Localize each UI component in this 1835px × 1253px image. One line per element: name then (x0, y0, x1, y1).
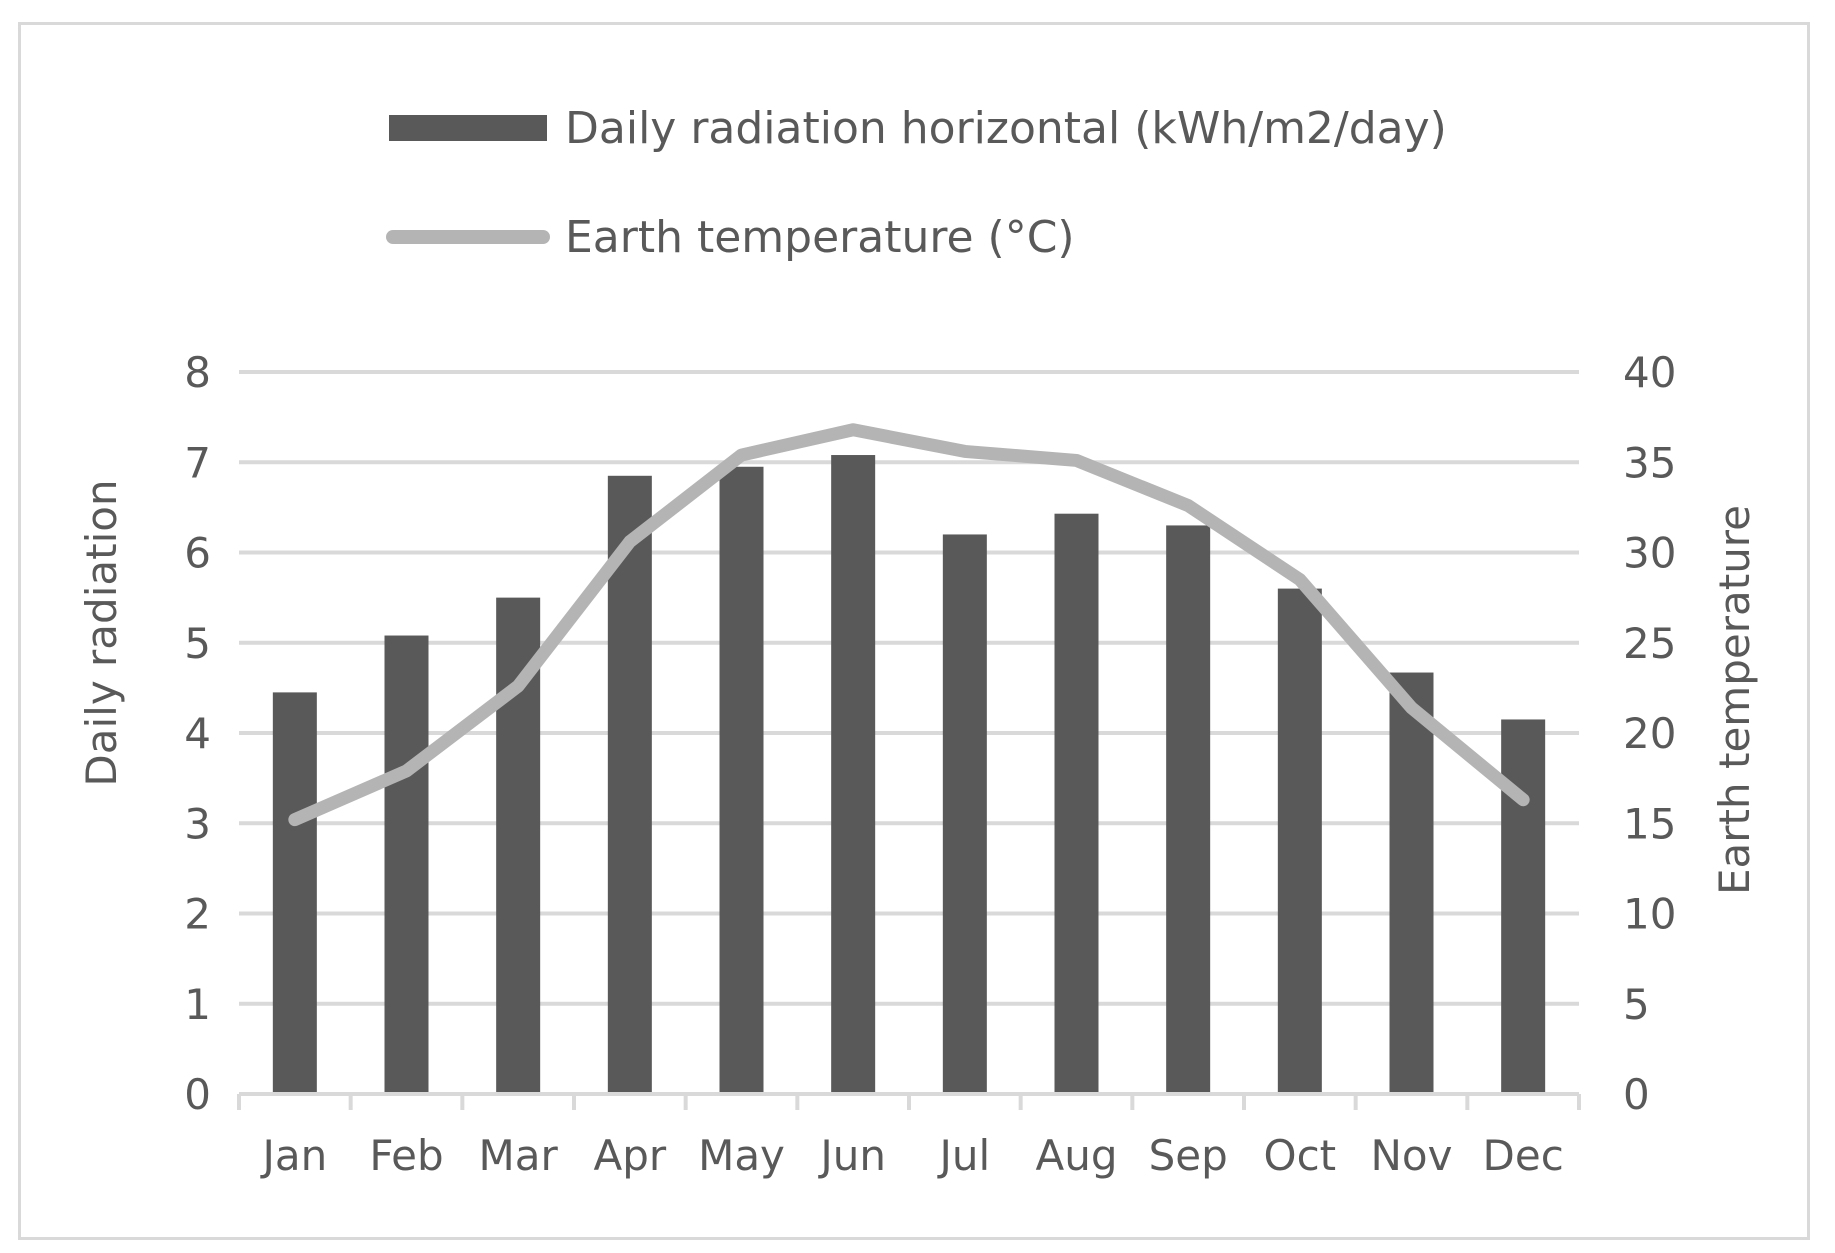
x-tick-label: Jan (259, 1131, 327, 1180)
bar-sep (1166, 525, 1211, 1094)
y-tick-label-left: 5 (184, 619, 211, 668)
y-tick-label-right: 0 (1623, 1070, 1650, 1119)
temperature-line (288, 423, 1530, 827)
y-tick-label-right: 10 (1623, 890, 1676, 939)
temperature-point-jan (294, 819, 296, 821)
bar-apr (607, 475, 652, 1095)
y-tick-label-left: 2 (184, 890, 211, 939)
x-tick-label: Oct (1264, 1131, 1337, 1180)
temperature-point-aug (1076, 459, 1077, 461)
y-tick-label-left: 1 (184, 980, 211, 1029)
chart-frame: 0 1 2 3 4 5 6 7 8 0 5 10 15 20 25 30 35 40 Jan Feb Mar Apr May… (18, 22, 1810, 1240)
legend-label-temperature: Earth temperature (°C) (565, 212, 1075, 263)
bar-oct (1277, 588, 1322, 1094)
y-tick-label-right: 20 (1623, 709, 1676, 758)
x-tick-label: Aug (1035, 1131, 1117, 1180)
chart-canvas: 0 1 2 3 4 5 6 7 8 0 5 10 15 20 25 30 35 40 Jan Feb Mar Apr May… (77, 103, 1759, 1180)
temperature-point-sep (1187, 505, 1189, 507)
temperature-point-jul (964, 450, 966, 452)
gridlines (239, 370, 1579, 1006)
temperature-point-feb (406, 770, 407, 772)
temperature-point-jun (852, 429, 854, 431)
y-tick-label-right: 40 (1623, 348, 1676, 397)
y-tick-label-right: 30 (1623, 529, 1676, 578)
bar-dec (1501, 719, 1546, 1094)
radiation-bars (272, 455, 1546, 1095)
legend-swatch-radiation (389, 115, 547, 141)
y-tick-label-left: 4 (184, 709, 211, 758)
temperature-point-apr (629, 541, 631, 543)
temperature-point-nov (1411, 707, 1412, 709)
tick-labels: 0 1 2 3 4 5 6 7 8 0 5 10 15 20 25 30 35 40 Jan Feb Mar Apr May… (184, 348, 1676, 1180)
bar-feb (384, 635, 429, 1094)
legend-label-radiation: Daily radiation horizontal (kWh/m2/day) (565, 103, 1447, 154)
bar-aug (1054, 513, 1099, 1094)
x-tick-label: Sep (1149, 1131, 1228, 1180)
temperature-line-group (288, 423, 1530, 827)
x-tick-label: Apr (593, 1131, 666, 1180)
x-tick-label: Jul (936, 1131, 990, 1180)
bar-jan (272, 692, 317, 1094)
x-tick-label: Jun (817, 1131, 886, 1180)
y-tick-label-right: 25 (1623, 619, 1676, 668)
y-tick-label-left: 6 (184, 529, 211, 578)
y-tick-label-right: 5 (1623, 980, 1650, 1029)
x-tick-label: Feb (369, 1131, 443, 1180)
x-tick-label: Dec (1483, 1131, 1564, 1180)
y-axis-right-title: Earth temperature (1710, 505, 1759, 895)
x-axis (237, 1092, 1581, 1110)
legend: Daily radiation horizontal (kWh/m2/day) … (386, 103, 1447, 263)
y-tick-label-left: 3 (184, 799, 211, 848)
y-tick-label-left: 0 (184, 1070, 211, 1119)
y-axis-left-title: Daily radiation (77, 479, 126, 786)
y-tick-label-right: 15 (1623, 799, 1676, 848)
temperature-point-mar (517, 685, 519, 687)
x-tick-label: Mar (479, 1131, 559, 1180)
temperature-point-dec (1522, 799, 1524, 801)
bar-jul (942, 534, 987, 1094)
bar-may (719, 466, 764, 1094)
x-tick-label: Nov (1371, 1131, 1453, 1180)
y-tick-label-left: 8 (184, 348, 211, 397)
bar-nov (1389, 672, 1434, 1094)
temperature-point-oct (1299, 579, 1301, 581)
bar-jun (831, 455, 876, 1094)
y-tick-label-right: 35 (1623, 438, 1676, 487)
x-tick-label: May (698, 1131, 785, 1180)
temperature-point-may (741, 454, 742, 456)
y-tick-label-left: 7 (184, 438, 211, 487)
